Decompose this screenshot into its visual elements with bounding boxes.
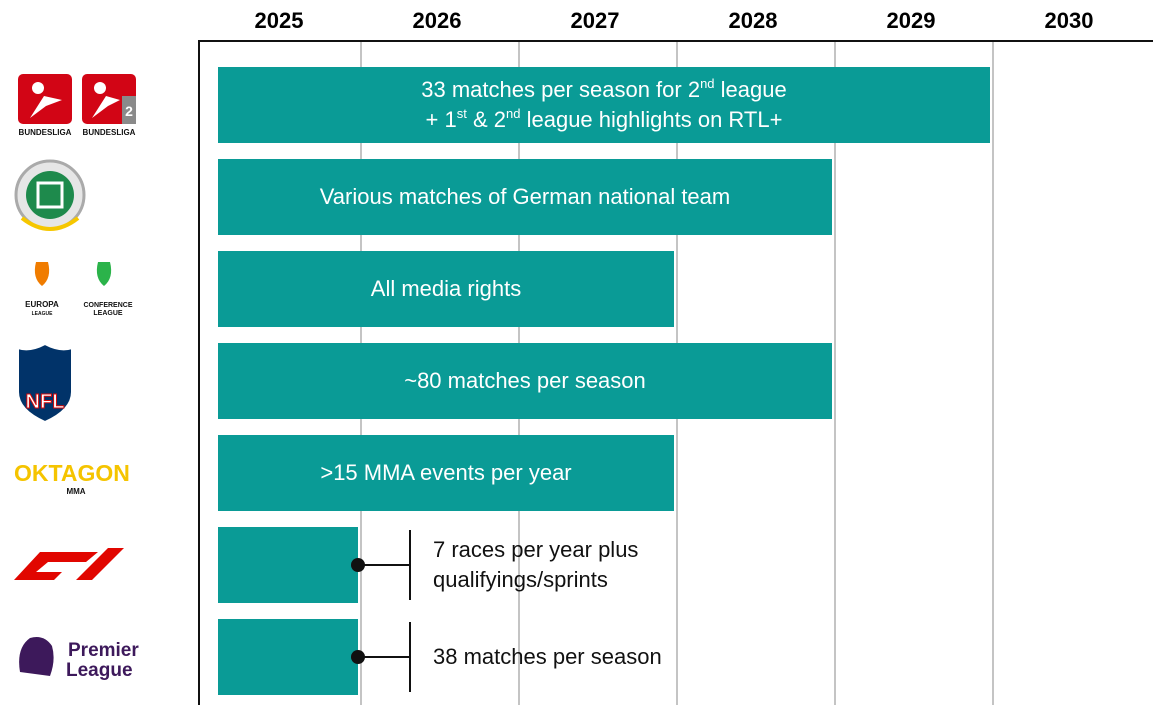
x-tick-label: 2028 bbox=[728, 8, 778, 33]
text-segment: + 1 bbox=[425, 107, 457, 132]
logo-text: CONFERENCE bbox=[83, 302, 132, 309]
text-line: 7 races per year plus bbox=[433, 535, 638, 565]
logo-text: League bbox=[66, 660, 133, 681]
logo-text: Premier bbox=[68, 640, 139, 661]
bar: All media rights bbox=[218, 251, 674, 327]
x-tick-label: 2025 bbox=[254, 8, 304, 33]
text-segment: league bbox=[714, 77, 787, 102]
top-axis bbox=[198, 40, 1153, 42]
text-segment: nd bbox=[700, 76, 715, 91]
grid-line bbox=[834, 42, 836, 705]
logo-text: LEAGUE bbox=[93, 310, 123, 317]
text-line: qualifyings/sprints bbox=[433, 565, 638, 595]
bracket bbox=[409, 622, 411, 692]
logo-text: MMA bbox=[66, 487, 85, 496]
logo-text: OKTAGON bbox=[14, 460, 130, 486]
logo-text: LEAGUE bbox=[32, 311, 54, 317]
x-tick-label: 2027 bbox=[570, 8, 620, 33]
connector bbox=[358, 656, 410, 658]
oktagon-logo: OKTAGON MMA bbox=[14, 460, 130, 496]
x-tick-label: 2029 bbox=[886, 8, 936, 33]
text-segment: st bbox=[456, 106, 467, 121]
text-line: 38 matches per season bbox=[433, 642, 662, 672]
text-segment: Various matches of German national team bbox=[319, 184, 731, 209]
left-axis bbox=[198, 40, 200, 705]
f1-logo bbox=[14, 548, 124, 580]
x-tick-label: 2026 bbox=[412, 8, 462, 33]
nfl-logo: NFL bbox=[17, 342, 73, 424]
x-tick-label: 2030 bbox=[1044, 8, 1094, 33]
logo-text: NFL bbox=[26, 391, 65, 413]
text-line: >15 MMA events per year bbox=[320, 458, 571, 488]
text-segment: nd bbox=[506, 106, 521, 121]
bar: ~80 matches per season bbox=[218, 343, 832, 419]
logos: 2 BUNDESLIGA BUNDESLIGA EUROPA LEAGUE CO… bbox=[14, 74, 139, 681]
text-segment: qualifyings/sprints bbox=[433, 567, 608, 592]
text-line: 33 matches per season for 2nd league bbox=[421, 75, 786, 105]
text-segment: 38 matches per season bbox=[433, 644, 662, 669]
note: 7 races per year plus qualifyings/sprints bbox=[433, 527, 638, 603]
uefa-logos: EUROPA LEAGUE CONFERENCE LEAGUE bbox=[25, 262, 133, 317]
logo-text: BUNDESLIGA bbox=[19, 128, 72, 137]
bar: 33 matches per season for 2nd league + 1s… bbox=[218, 67, 990, 143]
text-segment: league highlights on RTL+ bbox=[520, 107, 783, 132]
text-segment: ~80 matches per season bbox=[404, 368, 646, 393]
text-segment: 33 matches per season for 2 bbox=[421, 77, 701, 102]
premier-league-logo: Premier League bbox=[19, 637, 139, 681]
grid-line bbox=[992, 42, 994, 705]
bundesliga-logo: 2 BUNDESLIGA BUNDESLIGA bbox=[18, 74, 136, 137]
text-segment: >15 MMA events per year bbox=[320, 460, 572, 485]
text-segment: All media rights bbox=[370, 276, 522, 301]
text-line: All media rights bbox=[371, 274, 521, 304]
text-line: Various matches of German national team bbox=[320, 182, 730, 212]
bracket bbox=[409, 530, 411, 600]
connector bbox=[358, 564, 410, 566]
text-segment: & 2 bbox=[466, 107, 507, 132]
logo-text: 2 bbox=[125, 103, 133, 119]
text-line: ~80 matches per season bbox=[404, 366, 646, 396]
note: 38 matches per season bbox=[433, 619, 662, 695]
text-segment: 7 races per year plus bbox=[433, 537, 639, 562]
bar bbox=[218, 619, 358, 695]
bar: >15 MMA events per year bbox=[218, 435, 674, 511]
text-line: + 1st & 2nd league highlights on RTL+ bbox=[426, 105, 783, 135]
dfb-logo bbox=[14, 159, 86, 231]
bar bbox=[218, 527, 358, 603]
logo-text: EUROPA bbox=[25, 300, 59, 309]
logo-text: BUNDESLIGA bbox=[83, 128, 136, 137]
bar: Various matches of German national team bbox=[218, 159, 832, 235]
